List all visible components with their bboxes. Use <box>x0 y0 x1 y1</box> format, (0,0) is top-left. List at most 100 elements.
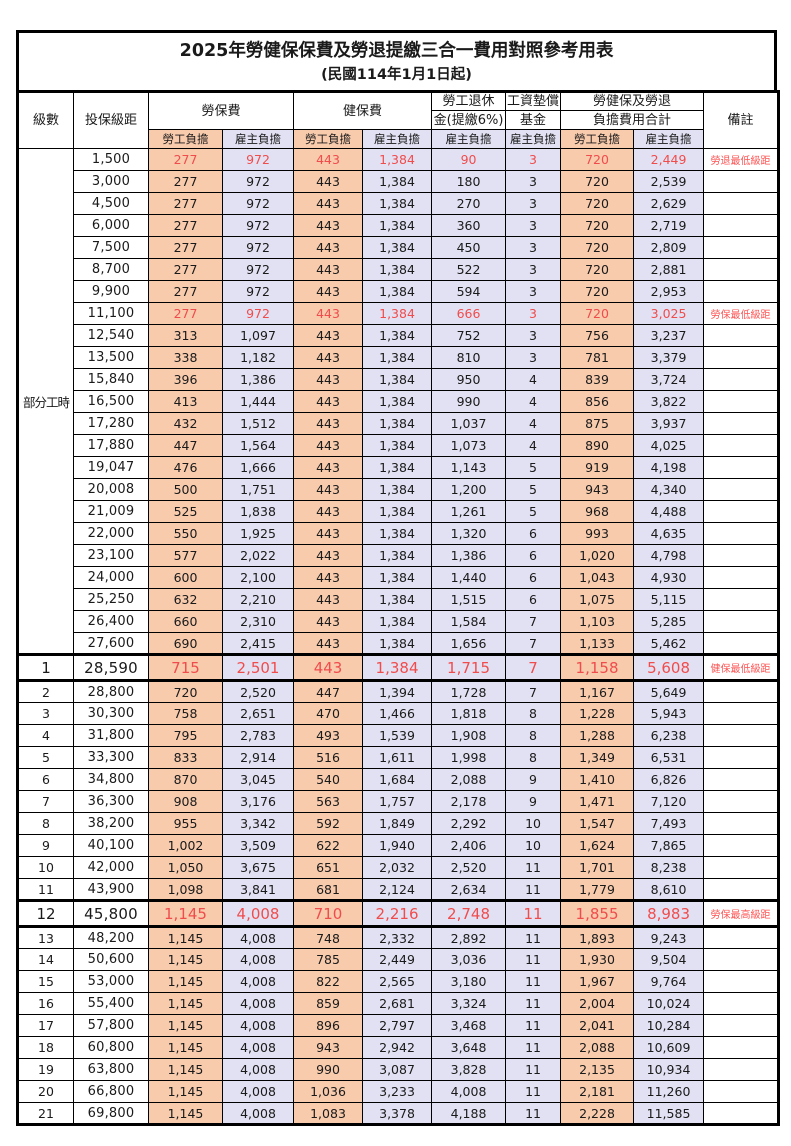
bracket-cell: 45,800 <box>73 899 149 928</box>
remark-cell: 健保最低級距 <box>703 653 780 682</box>
total-employer-cell: 5,608 <box>633 653 705 682</box>
total-employer-cell: 11,585 <box>633 1102 705 1125</box>
pension-employer-cell: 522 <box>431 258 507 281</box>
wage-fund-employer-cell: 11 <box>505 878 562 901</box>
subheader-labor-employer: 雇主負擔 <box>221 129 295 149</box>
table-row: 11 43,900 1,098 3,841 681 2,124 2,634 11 1,779 8,… <box>17 878 780 901</box>
table-row: 6,000 277 972 443 1,384 360 3 720 2,719 <box>18 214 780 237</box>
health-employer-cell: 1,940 <box>362 834 433 857</box>
total-employee-cell: 1,779 <box>560 878 635 901</box>
remark-cell <box>703 170 780 193</box>
table-row: 7 36,300 908 3,176 563 1,757 2,178 9 1,471 7,120 <box>17 790 780 813</box>
total-employee-cell: 781 <box>560 346 635 369</box>
health-employee-cell: 443 <box>293 236 364 259</box>
health-employee-cell: 681 <box>293 878 364 901</box>
bracket-cell: 15,840 <box>73 368 149 391</box>
health-employer-cell: 1,384 <box>362 192 433 215</box>
pension-employer-cell: 1,998 <box>431 746 507 769</box>
remark-cell <box>703 790 780 813</box>
health-employee-cell: 592 <box>293 812 364 835</box>
bracket-cell: 28,800 <box>73 680 149 703</box>
bracket-cell: 57,800 <box>73 1014 149 1037</box>
bracket-cell: 17,880 <box>73 434 149 457</box>
total-employee-cell: 2,041 <box>560 1014 635 1037</box>
health-employee-cell: 748 <box>293 926 364 949</box>
health-employee-cell: 443 <box>293 390 364 413</box>
level-cell: 12 <box>17 899 74 928</box>
health-employer-cell: 1,384 <box>362 214 433 237</box>
labor-employee-cell: 955 <box>148 812 223 835</box>
pension-employer-cell: 2,292 <box>431 812 507 835</box>
pension-employer-cell: 180 <box>431 170 507 193</box>
wage-fund-employer-cell: 11 <box>505 992 562 1015</box>
bracket-cell: 48,200 <box>73 926 149 949</box>
remark-cell <box>703 702 780 725</box>
bracket-cell: 30,300 <box>73 702 149 725</box>
remark-cell <box>703 746 780 769</box>
col-header-wage-fund-line1: 工資墊償 <box>505 91 562 111</box>
wage-fund-employer-cell: 11 <box>505 926 562 949</box>
remark-cell <box>703 346 780 369</box>
health-employer-cell: 2,124 <box>362 878 433 901</box>
remark-cell: 勞退最低級距 <box>703 148 780 171</box>
total-employer-cell: 4,635 <box>633 522 705 545</box>
remark-cell <box>703 566 780 589</box>
labor-employee-cell: 870 <box>148 768 223 791</box>
pension-employer-cell: 360 <box>431 214 507 237</box>
remark-cell <box>703 768 780 791</box>
pension-employer-cell: 450 <box>431 236 507 259</box>
health-employer-cell: 1,384 <box>362 500 433 523</box>
remark-cell: 勞保最高級距 <box>703 899 780 928</box>
pension-employer-cell: 2,088 <box>431 768 507 791</box>
labor-employee-cell: 447 <box>148 434 223 457</box>
total-employer-cell: 5,285 <box>633 610 705 633</box>
total-employer-cell: 2,449 <box>633 148 705 171</box>
table-row: 18 60,800 1,145 4,008 943 2,942 3,648 11 2,088 10… <box>17 1036 780 1059</box>
bracket-cell: 12,540 <box>73 324 149 347</box>
health-employer-cell: 2,565 <box>362 970 433 993</box>
table-row: 5 33,300 833 2,914 516 1,611 1,998 8 1,349 6,531 <box>17 746 780 769</box>
health-employee-cell: 710 <box>293 899 364 928</box>
health-employee-cell: 470 <box>293 702 364 725</box>
pension-employer-cell: 1,386 <box>431 544 507 567</box>
pension-employer-cell: 1,320 <box>431 522 507 545</box>
health-employee-cell: 443 <box>293 280 364 303</box>
level-cell: 5 <box>17 746 74 769</box>
table-row: 13,500 338 1,182 443 1,384 810 3 781 3,379 <box>18 346 780 369</box>
pension-employer-cell: 1,715 <box>431 653 507 682</box>
labor-employee-cell: 1,145 <box>148 1036 223 1059</box>
total-employer-cell: 6,826 <box>633 768 705 791</box>
wage-fund-employer-cell: 6 <box>505 566 562 589</box>
total-employer-cell: 3,379 <box>633 346 705 369</box>
total-employee-cell: 720 <box>560 170 635 193</box>
bracket-cell: 27,600 <box>73 632 149 655</box>
health-employer-cell: 3,087 <box>362 1058 433 1081</box>
wage-fund-employer-cell: 3 <box>505 280 562 303</box>
total-employee-cell: 1,103 <box>560 610 635 633</box>
health-employer-cell: 1,611 <box>362 746 433 769</box>
total-employee-cell: 1,624 <box>560 834 635 857</box>
pension-employer-cell: 3,180 <box>431 970 507 993</box>
total-employer-cell: 2,629 <box>633 192 705 215</box>
bracket-cell: 28,590 <box>73 653 149 682</box>
total-employee-cell: 1,228 <box>560 702 635 725</box>
labor-employee-cell: 600 <box>148 566 223 589</box>
health-employee-cell: 443 <box>293 456 364 479</box>
labor-employee-cell: 500 <box>148 478 223 501</box>
labor-employee-cell: 277 <box>148 214 223 237</box>
labor-employee-cell: 396 <box>148 368 223 391</box>
bracket-cell: 6,000 <box>73 214 149 237</box>
bracket-cell: 23,100 <box>73 544 149 567</box>
bracket-cell: 63,800 <box>73 1058 149 1081</box>
wage-fund-employer-cell: 3 <box>505 346 562 369</box>
total-employer-cell: 3,025 <box>633 302 705 325</box>
wage-fund-employer-cell: 3 <box>505 192 562 215</box>
level-cell: 4 <box>17 724 74 747</box>
health-employer-cell: 2,449 <box>362 948 433 971</box>
pension-employer-cell: 90 <box>431 148 507 171</box>
labor-employer-cell: 972 <box>221 148 295 171</box>
health-employee-cell: 443 <box>293 478 364 501</box>
total-employee-cell: 856 <box>560 390 635 413</box>
labor-employee-cell: 1,145 <box>148 899 223 928</box>
total-employee-cell: 890 <box>560 434 635 457</box>
